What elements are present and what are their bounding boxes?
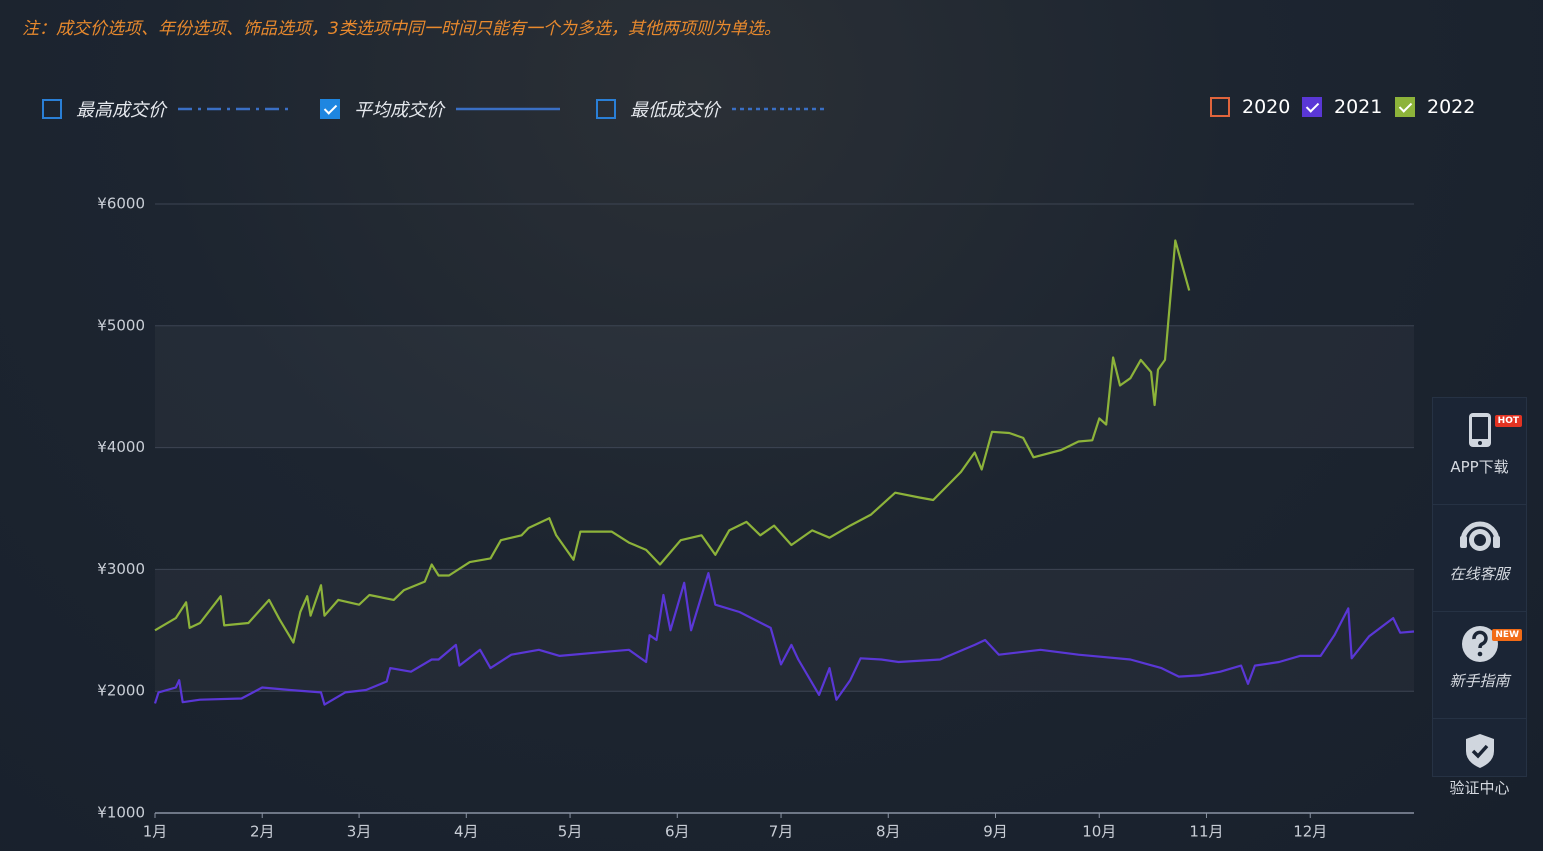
checkbox[interactable] [1302,97,1322,117]
x-tick-label: 1月 [143,823,168,841]
sidebar-item[interactable]: 在线客服 [1433,517,1526,612]
sidebar-item[interactable]: 验证中心 [1433,731,1526,825]
y-tick-label: ¥4000 [97,438,145,456]
checkbox[interactable] [1395,97,1415,117]
x-tick-label: 8月 [876,823,901,841]
x-tick-label: 6月 [665,823,690,841]
price-option[interactable]: 最高成交价 [42,96,298,122]
price-option[interactable]: 平均成交价 [320,96,576,122]
sidebar-item[interactable]: NEW 新手指南 [1433,624,1526,719]
checkbox[interactable] [42,99,62,119]
y-tick-label: ¥1000 [97,804,145,822]
icon [1459,521,1500,551]
x-tick-label: 5月 [558,823,583,841]
year-option[interactable]: 2022 [1395,96,1475,118]
x-tick-label: 12月 [1293,823,1327,841]
icon [1465,734,1494,768]
note: 注：成交价选项、年份选项、饰品选项，3类选项中同一时间只能有一个为多选，其他两项… [22,19,781,39]
x-tick-label: 10月 [1082,823,1116,841]
line-style [456,107,560,111]
band [155,569,1414,691]
checkbox[interactable] [1210,97,1230,117]
x-tick-label: 7月 [769,823,794,841]
chart: ¥1000 ¥2000 ¥3000 ¥4000 ¥5000 ¥6000 1月 2月 3月 4月 5月… [97,195,1415,841]
legend-label: 2022 [1427,96,1476,118]
x-tick-label: 2月 [250,823,275,841]
checkbox[interactable] [596,99,616,119]
x-tick-label: 11月 [1189,823,1223,841]
x-tick-label: 3月 [347,823,372,841]
year-option[interactable]: 2021 [1302,96,1382,118]
x-tick-label: 4月 [454,823,479,841]
price-option[interactable]: 最低成交价 [596,96,842,122]
series-line [153,572,1415,706]
legend-label: 2020 [1242,96,1291,118]
y-tick-label: ¥3000 [97,560,145,578]
legend-label: 2021 [1334,96,1383,118]
item-label: 在线客服 [1449,565,1510,583]
series-line [154,239,1191,644]
sidebar-item[interactable]: HOT APP下载 [1433,410,1526,505]
icon [1461,626,1498,662]
line-style [178,107,290,111]
badge: NEW [1492,629,1522,641]
option-label: 最高成交价 [76,100,166,121]
year-option[interactable]: 2020 [1210,96,1290,118]
item-label: 新手指南 [1449,672,1510,690]
item-label: 验证中心 [1449,779,1510,797]
y-tick-label: ¥6000 [97,195,145,213]
badge: HOT [1494,415,1522,427]
option-label: 最低成交价 [630,100,720,121]
checkbox[interactable] [320,99,340,119]
option-label: 平均成交价 [354,100,444,121]
icon [1468,413,1491,447]
item-label: APP下载 [1450,458,1509,476]
band [155,326,1414,448]
sidebar: HOT APP下载 在线客服 NEW 新手指南 验证中心 [1432,397,1527,797]
y-tick-label: ¥2000 [97,682,145,700]
x-tick-label: 9月 [983,823,1008,841]
y-tick-label: ¥5000 [97,316,145,334]
